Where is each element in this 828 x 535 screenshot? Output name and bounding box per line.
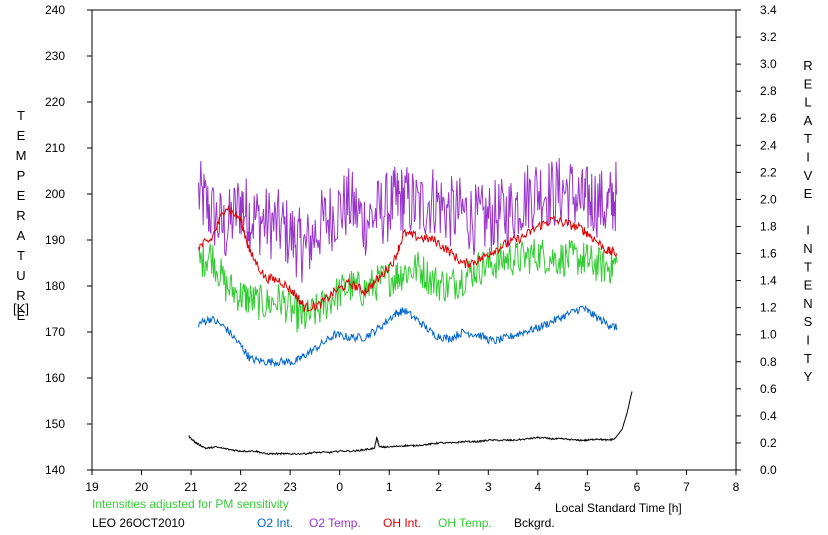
y-right-tick-label: 0.8	[760, 355, 777, 369]
series-line-o2-int	[198, 304, 618, 368]
right-axis-label-letter: N	[803, 241, 812, 256]
right-axis-label-letter: E	[804, 278, 813, 293]
axis-ticks: 19 20 21 22 23 0 1 2 3 4 5 6 7 8140150160170180190200…	[45, 3, 777, 494]
y-right-tick-label: 3.0	[760, 57, 777, 71]
right-axis-label-letter: N	[803, 296, 812, 311]
sensitivity-note: Intensities adjusted for PM sensitivity	[92, 497, 289, 511]
y-right-tick-label: 1.0	[760, 328, 777, 342]
legend-entry-bckgrd: Bckgrd.	[514, 516, 555, 530]
series-line-bckgrd	[188, 391, 633, 456]
x-tick-label: 4	[535, 480, 542, 494]
y-right-tick-label: 2.6	[760, 111, 777, 125]
x-tick-label: 20	[135, 480, 149, 494]
x-tick-label: 8	[733, 480, 740, 494]
y-right-tick-label: 1.8	[760, 219, 777, 233]
left-axis-unit: [K]	[13, 301, 29, 316]
y-left-tick-label: 180	[45, 279, 65, 293]
y-right-tick-label: 0.2	[760, 436, 777, 450]
left-axis-label-letter: U	[16, 268, 25, 283]
right-axis-label-letter: S	[804, 314, 813, 329]
left-axis-label-letter: A	[17, 228, 26, 243]
y-right-tick-label: 0.4	[760, 409, 777, 423]
left-axis-label-letter: T	[17, 248, 25, 263]
y-left-tick-label: 230	[45, 49, 65, 63]
right-axis-label-letter: T	[804, 131, 812, 146]
y-left-tick-label: 160	[45, 371, 65, 385]
y-left-tick-label: 170	[45, 325, 65, 339]
right-axis-label-letter: R	[803, 58, 812, 73]
x-tick-label: 6	[634, 480, 641, 494]
y-right-tick-label: 1.2	[760, 301, 777, 315]
y-right-tick-label: 2.2	[760, 165, 777, 179]
x-tick-label: 19	[85, 480, 99, 494]
right-axis-label-letter: E	[804, 76, 813, 91]
x-tick-label: 2	[435, 480, 442, 494]
legend-entry-oh-temp: OH Temp.	[438, 516, 492, 530]
left-axis-label-letter: P	[17, 168, 26, 183]
left-axis-label-letter: E	[17, 188, 26, 203]
y-right-tick-label: 0.6	[760, 382, 777, 396]
y-right-tick-label: 2.0	[760, 192, 777, 206]
x-tick-label: 22	[234, 480, 248, 494]
station-label: LEO 26OCT2010	[92, 516, 185, 530]
left-axis-label-letter: T	[17, 108, 25, 123]
left-axis-label-letter: R	[16, 288, 25, 303]
y-right-tick-label: 2.8	[760, 84, 777, 98]
y-left-tick-label: 220	[45, 95, 65, 109]
series-line-oh-int	[198, 204, 618, 313]
y-right-tick-label: 3.4	[760, 3, 777, 17]
left-axis-label-letter: E	[17, 128, 26, 143]
x-tick-label: 23	[283, 480, 297, 494]
right-axis-label-letter: L	[804, 95, 811, 110]
right-axis-label-letter: Y	[804, 369, 813, 384]
x-axis-label: Local Standard Time [h]	[555, 501, 682, 515]
legend-entry-o2-int: O2 Int.	[257, 516, 293, 530]
x-tick-label: 21	[184, 480, 198, 494]
right-axis-label-letter: I	[806, 223, 810, 238]
right-axis-label-letter: T	[804, 259, 812, 274]
y-right-tick-label: 3.2	[760, 30, 777, 44]
x-tick-label: 3	[485, 480, 492, 494]
y-left-tick-label: 140	[45, 463, 65, 477]
y-right-tick-label: 2.4	[760, 138, 777, 152]
left-axis-label-letter: E	[17, 308, 26, 323]
y-left-tick-label: 150	[45, 417, 65, 431]
series-line-oh-temp	[198, 239, 618, 333]
y-left-tick-label: 210	[45, 141, 65, 155]
right-axis-label-letter: A	[804, 113, 813, 128]
plot-frame	[91, 9, 737, 471]
right-axis-label-letter: I	[806, 333, 810, 348]
series-line-o2-temp	[198, 157, 618, 283]
y-left-tick-label: 240	[45, 3, 65, 17]
x-tick-label: 1	[386, 480, 393, 494]
y-left-tick-label: 200	[45, 187, 65, 201]
x-tick-label: 0	[336, 480, 343, 494]
legend: O2 Int. O2 Temp. OH Int. OH Temp. Bckgrd.	[257, 516, 555, 530]
left-axis-label-letter: M	[16, 148, 27, 163]
right-axis-label-letter: I	[806, 150, 810, 165]
y-left-tick-label: 190	[45, 233, 65, 247]
x-tick-label: 7	[683, 480, 690, 494]
left-axis-label-letter: R	[16, 208, 25, 223]
y-right-tick-label: 0.0	[760, 463, 777, 477]
legend-entry-o2-temp: O2 Temp.	[309, 516, 361, 530]
legend-entry-oh-int: OH Int.	[383, 516, 421, 530]
right-axis-label-letter: T	[804, 351, 812, 366]
y-right-tick-label: 1.4	[760, 274, 777, 288]
right-axis-label-letter: E	[804, 186, 813, 201]
y-right-tick-label: 1.6	[760, 247, 777, 261]
right-axis-label-letter: V	[804, 168, 813, 183]
series-lines	[188, 157, 633, 456]
x-tick-label: 5	[584, 480, 591, 494]
